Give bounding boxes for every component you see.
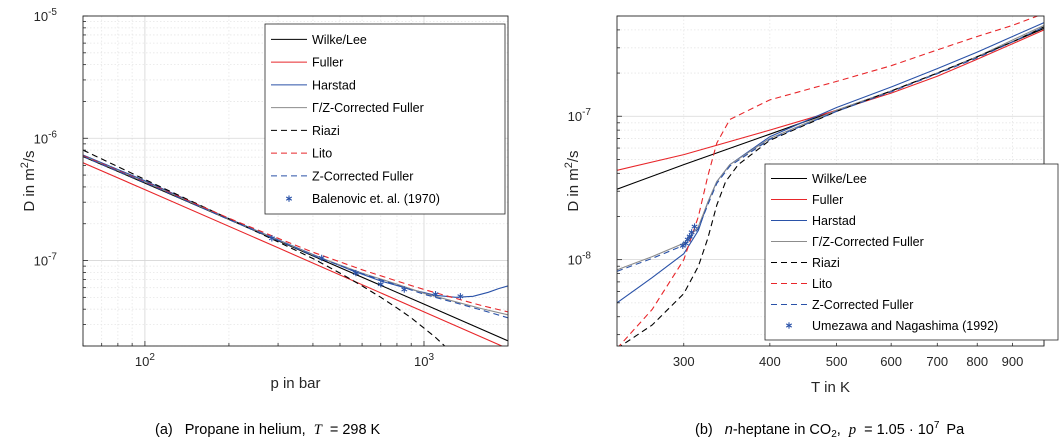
legend-a: Wilke/Lee Fuller Harstad Γ/Z-Corrected Full… (264, 23, 506, 215)
legend-label: Γ/Z-Corrected Fuller (812, 235, 924, 249)
data-point (691, 223, 698, 230)
y-axis-label: D in m2/s (19, 150, 38, 211)
y-tick-label: 10-8 (568, 251, 592, 268)
legend-item: Fuller (771, 193, 843, 207)
data-point (377, 281, 384, 288)
legend-label: Wilke/Lee (312, 33, 367, 47)
series-line-2 (617, 22, 1044, 304)
data-point (457, 293, 464, 300)
legend-label: Harstad (312, 78, 356, 92)
legend-item: Balenovic et. al. (1970) (285, 192, 440, 206)
legend-item: Umezawa and Nagashima (1992) (785, 319, 998, 333)
x-tick-label: 700 (926, 354, 948, 369)
legend-label: Fuller (312, 56, 343, 70)
legend-item: Harstad (271, 78, 356, 92)
legend-box (264, 23, 506, 215)
data-point (318, 254, 325, 262)
x-tick-label: 400 (759, 354, 781, 369)
legend-item: Riazi (271, 124, 340, 138)
legend-item: Riazi (771, 256, 840, 270)
y-tick-label: 10-6 (34, 129, 58, 146)
axes-box-a (82, 15, 509, 347)
legend-item: Wilke/Lee (271, 33, 367, 47)
legend-label: Umezawa and Nagashima (1992) (812, 319, 998, 333)
series-line-1 (83, 162, 504, 346)
x-tick-label: 600 (880, 354, 902, 369)
y-tick-label: 10-7 (568, 107, 592, 124)
series-line-4 (83, 149, 446, 346)
data-point (268, 235, 275, 242)
legend-label: Balenovic et. al. (1970) (312, 192, 440, 206)
legend-item: Z-Corrected Fuller (271, 169, 413, 183)
data-point (432, 291, 439, 298)
x-tick-label: 103 (414, 352, 434, 369)
legend-label: Γ/Z-Corrected Fuller (312, 101, 424, 115)
legend-box (764, 163, 1059, 341)
data-point (401, 286, 408, 293)
series-group-a (83, 149, 508, 346)
legend-b: Wilke/Lee Fuller Harstad Γ/Z-Corrected Full… (764, 163, 1059, 341)
legend-item: Wilke/Lee (771, 172, 867, 186)
x-tick-label: 800 (966, 354, 988, 369)
legend-label: Z-Corrected Fuller (812, 298, 913, 312)
series-line-6 (83, 155, 508, 319)
legend-label: Wilke/Lee (812, 172, 867, 186)
legend-label: Lito (312, 147, 332, 161)
legend-item: Z-Corrected Fuller (771, 298, 913, 312)
legend-label: Riazi (312, 124, 340, 138)
y-tick-label: 10-7 (34, 252, 58, 269)
legend-label: Riazi (812, 256, 840, 270)
series-line-5 (83, 155, 508, 313)
series-line-1 (617, 29, 1044, 171)
x-axis-label: p in bar (270, 375, 320, 392)
y-axis-label: D in m2/s (563, 150, 582, 211)
x-tick-label: 300 (673, 354, 695, 369)
series-line-5 (618, 16, 1040, 346)
legend-item: Harstad (771, 214, 856, 228)
data-point (352, 269, 359, 277)
x-tick-label: 500 (826, 354, 848, 369)
chart-b: 300 400 500 600 700 800 900 10-8 10-7 T in K D in … (563, 15, 1059, 396)
x-tick-label: 102 (135, 352, 155, 369)
legend-label: Lito (812, 277, 832, 291)
y-tick-label: 10-5 (34, 7, 58, 24)
legend-item: Fuller (271, 56, 343, 70)
chart-a: 102 103 10-7 10-6 10-5 p in bar D in m2/s Wilke… (19, 7, 509, 392)
legend-item: Lito (271, 147, 332, 161)
legend-label: Fuller (812, 193, 843, 207)
legend-label: Harstad (812, 214, 856, 228)
series-group-b (617, 16, 1044, 346)
x-axis-label: T in K (811, 379, 850, 396)
legend-label: Z-Corrected Fuller (312, 169, 413, 183)
legend-item: Lito (771, 277, 832, 291)
x-tick-label: 900 (1002, 354, 1024, 369)
legend-item: Γ/Z-Corrected Fuller (771, 235, 924, 249)
series-line-3 (83, 155, 508, 316)
data-point (688, 229, 695, 236)
data-point (679, 242, 686, 249)
legend-item: Γ/Z-Corrected Fuller (271, 101, 424, 115)
